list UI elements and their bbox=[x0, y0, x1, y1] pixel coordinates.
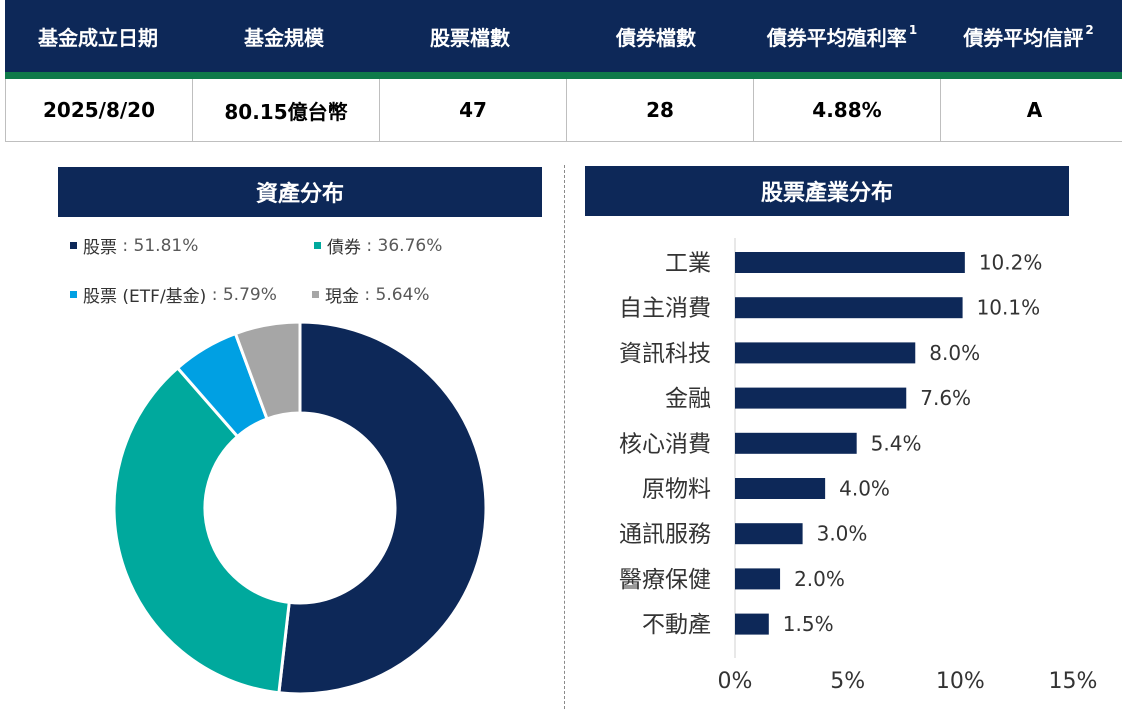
industry-bar-chart: 工業 10.2% 自主消費 10.1% 資訊科技 8.0% 金融 7.6% 核心消費 5.4% 原物… bbox=[619, 238, 1098, 694]
value-bond-avg-yield: 4.88% bbox=[754, 79, 941, 141]
header-bond-avg-yield: 債券平均殖利率 1 bbox=[766, 23, 918, 50]
category-label: 通訊服務 bbox=[619, 522, 711, 548]
industry-allocation-title: 股票產業分布 bbox=[585, 166, 1069, 216]
legend-item-cash: 現金 : 5.64% bbox=[312, 282, 430, 307]
header-accent-rule bbox=[5, 72, 1122, 79]
asset-allocation-title: 資產分布 bbox=[58, 167, 542, 217]
footnote-2: 2 bbox=[1085, 23, 1094, 37]
bar bbox=[735, 342, 916, 364]
value-stock-count: 47 bbox=[380, 79, 567, 141]
legend-label: 債券 bbox=[327, 238, 361, 258]
value-inception-date: 2025/8/20 bbox=[6, 79, 193, 141]
category-label: 不動產 bbox=[642, 612, 711, 638]
table-header-row: 基金成立日期 基金規模 股票檔數 債券檔數 債券平均殖利率 1 債券平均信評 2 bbox=[5, 0, 1122, 72]
legend-item-bond: 債券 : 36.76% bbox=[314, 233, 442, 258]
bar bbox=[735, 432, 857, 454]
donut-slice-3 bbox=[233, 320, 302, 421]
x-tick-label: 10% bbox=[936, 669, 985, 694]
category-label: 原物料 bbox=[642, 477, 711, 503]
x-tick-label: 0% bbox=[718, 669, 753, 694]
bar bbox=[735, 252, 965, 273]
header-bond-avg-rating: 債券平均信評 2 bbox=[963, 23, 1094, 50]
bar-value-label: 10.1% bbox=[977, 296, 1041, 320]
fund-summary-table: 基金成立日期 基金規模 股票檔數 債券檔數 債券平均殖利率 1 債券平均信評 2 2… bbox=[5, 0, 1122, 142]
header-bond-count: 債券檔數 bbox=[616, 25, 696, 50]
bar bbox=[735, 297, 963, 319]
x-tick-label: 5% bbox=[830, 669, 865, 694]
bar-value-label: 4.0% bbox=[839, 477, 890, 501]
header-inception-date: 基金成立日期 bbox=[38, 25, 158, 50]
bar-value-label: 1.5% bbox=[783, 612, 834, 636]
bar bbox=[735, 613, 769, 635]
value-bond-avg-rating: A bbox=[941, 79, 1127, 141]
asset-donut-chart bbox=[112, 320, 488, 696]
category-label: 資訊科技 bbox=[619, 341, 711, 367]
category-label: 金融 bbox=[665, 386, 711, 412]
bar bbox=[735, 523, 803, 545]
category-label: 核心消費 bbox=[619, 431, 711, 457]
bar-value-label: 10.2% bbox=[979, 251, 1043, 275]
category-label: 醫療保健 bbox=[619, 567, 711, 593]
legend-swatch-bond bbox=[314, 242, 321, 249]
legend-value: 5.64% bbox=[375, 284, 430, 305]
legend-value: 5.79% bbox=[222, 284, 277, 305]
bar bbox=[735, 568, 781, 590]
table-value-row: 2025/8/20 80.15億台幣 47 28 4.88% A bbox=[5, 79, 1122, 142]
legend-value: 36.76% bbox=[377, 235, 443, 256]
legend-swatch-etf bbox=[70, 291, 77, 298]
legend-swatch-cash bbox=[312, 291, 319, 298]
footnote-1: 1 bbox=[908, 23, 918, 37]
category-label: 工業 bbox=[665, 251, 711, 277]
bar bbox=[735, 387, 907, 409]
bar-value-label: 7.6% bbox=[920, 386, 971, 410]
value-bond-count: 28 bbox=[567, 79, 754, 141]
legend-swatch-stock bbox=[70, 242, 77, 249]
bar-value-label: 3.0% bbox=[817, 522, 868, 546]
legend-item-etf: 股票 (ETF/基金) : 5.79% bbox=[70, 282, 277, 307]
legend-item-stock: 股票 : 51.81% bbox=[70, 233, 198, 258]
legend-label: 現金 bbox=[325, 287, 359, 307]
bar-value-label: 8.0% bbox=[929, 341, 980, 365]
header-fund-size: 基金規模 bbox=[244, 25, 324, 50]
value-fund-size: 80.15億台幣 bbox=[193, 79, 380, 141]
legend-label: 股票 (ETF/基金) bbox=[83, 287, 207, 307]
legend-value: 51.81% bbox=[133, 235, 199, 256]
legend-label: 股票 bbox=[83, 238, 117, 258]
x-tick-label: 15% bbox=[1049, 669, 1098, 694]
bar bbox=[735, 478, 826, 499]
bar-value-label: 2.0% bbox=[794, 567, 845, 591]
category-label: 自主消費 bbox=[619, 296, 711, 322]
bar-value-label: 5.4% bbox=[871, 431, 922, 455]
section-divider bbox=[564, 165, 565, 709]
donut-slice-1 bbox=[112, 365, 291, 695]
header-stock-count: 股票檔數 bbox=[430, 25, 510, 50]
donut-slice-0 bbox=[277, 320, 488, 696]
